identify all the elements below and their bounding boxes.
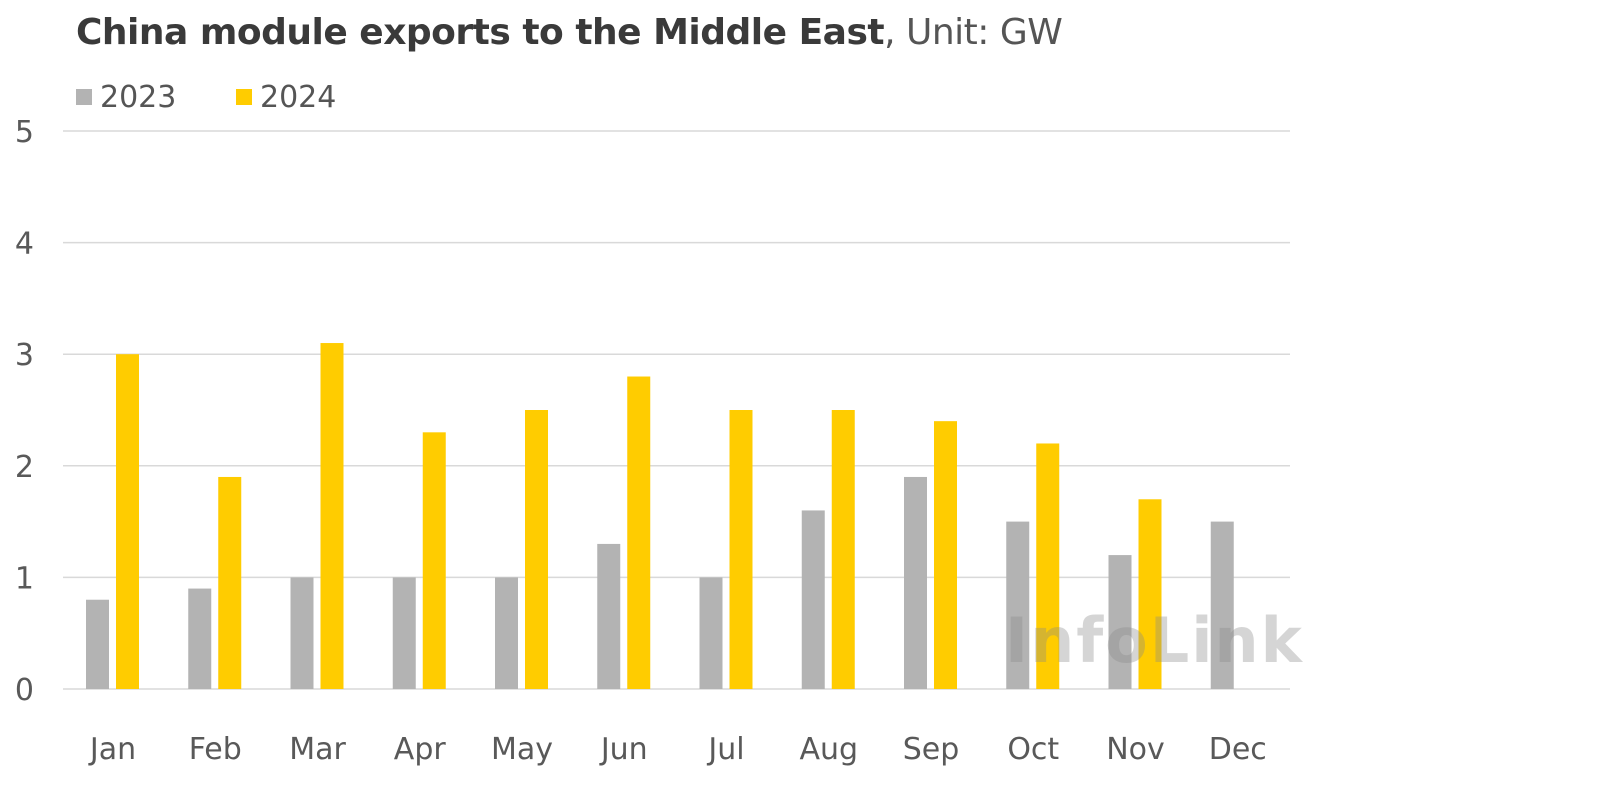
x-tick-label-jan: Jan [88, 732, 136, 767]
bar-2023-nov [1108, 555, 1132, 689]
chart-title-main: China module exports to the Middle East [76, 12, 885, 53]
bar-2023-jul [699, 577, 723, 689]
x-tick-label-jul: Jul [706, 732, 744, 767]
y-tick-label-0: 0 [15, 673, 34, 708]
bar-2024-jun [627, 376, 651, 689]
x-tick-label-oct: Oct [1007, 732, 1059, 767]
y-tick-label-1: 1 [15, 561, 34, 596]
x-tick-label-dec: Dec [1209, 732, 1267, 767]
legend-swatch-2023 [76, 89, 92, 105]
legend-item-2023: 2023 [76, 79, 177, 115]
x-tick-label-sep: Sep [903, 732, 960, 767]
y-tick-label-5: 5 [15, 115, 34, 150]
bar-2023-feb [188, 588, 212, 689]
x-tick-label-mar: Mar [289, 732, 346, 767]
y-tick-label-3: 3 [15, 338, 34, 373]
bar-2023-aug [801, 510, 825, 689]
bar-2024-may [525, 410, 548, 689]
y-tick-label-2: 2 [15, 450, 34, 485]
bar-2024-feb [218, 476, 242, 689]
bar-2024-nov [1138, 499, 1162, 689]
bar-2023-apr [392, 577, 416, 689]
bar-2024-jan [116, 354, 139, 689]
bar-2023-jun [597, 543, 621, 689]
bar-2023-mar [290, 577, 314, 689]
bar-2024-apr [422, 432, 446, 689]
x-tick-label-apr: Apr [394, 732, 447, 767]
legend-label-2024: 2024 [260, 79, 337, 115]
x-tick-label-feb: Feb [189, 732, 242, 767]
bar-2024-mar [320, 343, 344, 689]
bar-2023-oct [1006, 521, 1030, 689]
bar-2023-dec [1210, 521, 1234, 689]
chart-title-unit: , Unit: GW [884, 12, 1063, 53]
legend-item-2024: 2024 [236, 79, 337, 115]
legend-label-2023: 2023 [100, 79, 177, 115]
x-tick-label-may: May [491, 732, 553, 767]
watermark: InfoLink [1005, 604, 1304, 677]
bar-2023-may [495, 577, 518, 689]
bar-2023-sep [904, 476, 927, 689]
bar-2024-jul [729, 410, 753, 689]
bar-2024-aug [831, 410, 855, 689]
y-tick-label-4: 4 [15, 227, 34, 262]
bar-2024-sep [934, 421, 957, 689]
legend-swatch-2024 [236, 89, 252, 105]
bar-2023-jan [86, 599, 109, 689]
x-tick-label-nov: Nov [1106, 732, 1165, 767]
chart-title: China module exports to the Middle East,… [76, 12, 1063, 53]
bar-2024-oct [1036, 443, 1060, 689]
x-tick-label-jun: Jun [599, 732, 648, 767]
x-tick-label-aug: Aug [799, 732, 858, 767]
